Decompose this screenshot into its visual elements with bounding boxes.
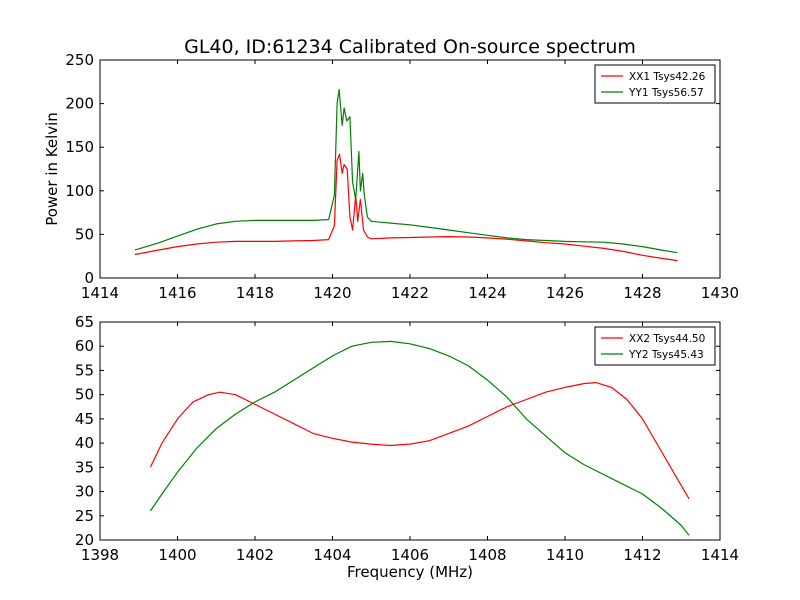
y-tick-label: 45: [75, 410, 94, 428]
y-tick-label: 100: [65, 182, 94, 200]
legend-label: YY2 Tsys45.43: [628, 349, 704, 361]
series-line-1: [149, 382, 690, 500]
legend-box: [594, 64, 716, 104]
series-line-2: [149, 340, 690, 536]
x-tick-label: 1398: [81, 546, 119, 564]
plot-area: 1414 1416 1418 1420 1422 1424 1426 1428 14300501…: [43, 51, 739, 581]
y-tick-label: 55: [75, 361, 94, 379]
x-tick-label: 1416: [158, 284, 196, 302]
x-tick-label: 1422: [391, 284, 429, 302]
x-tick-label: 1418: [236, 284, 274, 302]
y-tick-label: 30: [75, 483, 94, 501]
x-tick-label: 1428: [623, 284, 661, 302]
x-tick-label: 1408: [468, 546, 506, 564]
y-tick-label: 250: [65, 51, 94, 69]
y-tick-label: 200: [65, 95, 94, 113]
x-tick-label: 1424: [468, 284, 506, 302]
x-tick-label: 1430: [701, 284, 739, 302]
y-tick-label: 60: [75, 337, 94, 355]
y-tick-label: 40: [75, 434, 94, 452]
y-tick-label: 65: [75, 313, 94, 331]
y-axis-label: Power in Kelvin: [43, 112, 61, 226]
x-tick-label: 1426: [546, 284, 584, 302]
x-tick-label: 1410: [546, 546, 584, 564]
x-tick-label: 1400: [158, 546, 196, 564]
y-tick-label: 50: [75, 386, 94, 404]
series-line-1: [134, 153, 678, 262]
figure-title: GL40, ID:61234 Calibrated On-source spec…: [184, 36, 636, 58]
subplot-1: 1414 1416 1418 1420 1422 1424 1426 1428 1430 0 50 1…: [43, 51, 739, 302]
legend: XX1 Tsys42.26 YY1 Tsys56.57: [594, 64, 716, 104]
x-tick-label: 1420: [313, 284, 351, 302]
legend-label: XX2 Tsys44.50: [629, 333, 705, 345]
y-tick-label: 25: [75, 507, 94, 525]
y-tick-label: 35: [75, 458, 94, 476]
y-tick-label: 150: [65, 138, 94, 156]
x-tick-label: 1406: [391, 546, 429, 564]
y-tick-label: 0: [84, 269, 94, 287]
x-tick-label: 1414: [81, 284, 119, 302]
subplot-2: 1398 1400 1402 1404 1406 1408 1410 1412 1414 20 25…: [75, 313, 739, 581]
legend-label: XX1 Tsys42.26: [629, 71, 706, 83]
x-tick-label: 1402: [236, 546, 274, 564]
x-axis-label: Frequency (MHz): [347, 563, 473, 581]
series-line-2: [134, 88, 678, 254]
x-tick-label: 1412: [623, 546, 661, 564]
y-tick-label: 20: [75, 531, 94, 549]
x-tick-label: 1404: [313, 546, 351, 564]
legend-box: [594, 326, 716, 366]
x-tick-label: 1414: [701, 546, 739, 564]
y-tick-label: 50: [75, 225, 94, 243]
legend-label: YY1 Tsys56.57: [628, 87, 704, 99]
legend: XX2 Tsys44.50 YY2 Tsys45.43: [594, 326, 716, 366]
